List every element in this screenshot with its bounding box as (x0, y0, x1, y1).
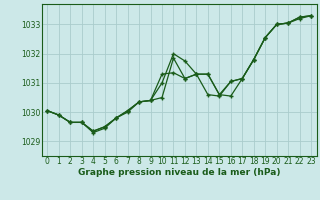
X-axis label: Graphe pression niveau de la mer (hPa): Graphe pression niveau de la mer (hPa) (78, 168, 280, 177)
